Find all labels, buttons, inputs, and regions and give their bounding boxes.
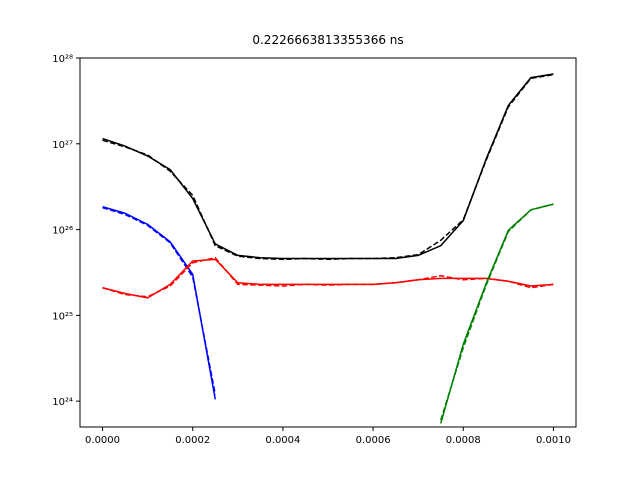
y-tick-label: 10²⁶ <box>52 226 73 237</box>
x-tick-label: 0.0008 <box>446 435 481 446</box>
data-line <box>102 73 554 260</box>
x-tick-label: 0.0004 <box>265 435 300 446</box>
data-line <box>102 73 554 261</box>
y-tick-label: 10²⁵ <box>52 311 73 322</box>
y-tick-label: 10²⁴ <box>52 397 73 408</box>
y-tick-label: 10²⁸ <box>52 54 73 65</box>
x-tick-label: 0.0006 <box>356 435 391 446</box>
chart-title: 0.2226663813355366 ns <box>252 33 403 47</box>
data-line <box>102 256 554 298</box>
plot-area <box>102 73 554 424</box>
data-line <box>102 258 554 299</box>
data-line <box>440 203 554 424</box>
axes-frame <box>79 57 577 428</box>
data-line <box>440 203 554 421</box>
y-tick-label: 10²⁷ <box>52 140 73 151</box>
x-tick-label: 0.0000 <box>85 435 120 446</box>
x-tick-label: 0.0010 <box>536 435 571 446</box>
data-line <box>102 206 217 395</box>
x-tick-label: 0.0002 <box>175 435 210 446</box>
